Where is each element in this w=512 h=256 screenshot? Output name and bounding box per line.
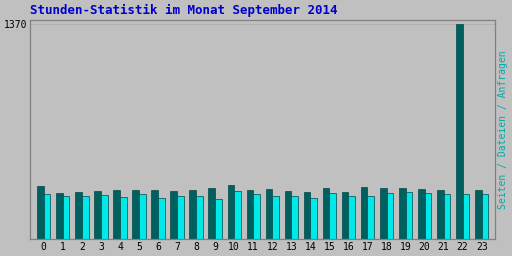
Bar [342, 192, 349, 239]
Bar [463, 194, 470, 239]
Bar [132, 190, 139, 239]
Bar [101, 195, 108, 239]
Bar [44, 194, 51, 239]
Bar [75, 192, 82, 239]
Bar [82, 196, 89, 239]
Bar [120, 197, 126, 239]
Bar [285, 190, 291, 239]
Bar [329, 193, 336, 239]
Bar [304, 192, 310, 239]
Bar [266, 189, 272, 239]
Bar [418, 189, 424, 239]
Bar [424, 193, 431, 239]
Bar [63, 196, 70, 239]
Bar [368, 196, 374, 239]
Bar [310, 198, 317, 239]
Bar [208, 188, 215, 239]
Bar [253, 194, 260, 239]
Bar [443, 194, 451, 239]
Bar [349, 196, 355, 239]
Bar [387, 193, 393, 239]
Bar [406, 193, 412, 239]
Bar [37, 186, 44, 239]
Bar [437, 190, 443, 239]
Bar [215, 199, 222, 239]
Bar [139, 194, 145, 239]
Bar [234, 191, 241, 239]
Bar [361, 187, 368, 239]
Bar [482, 194, 488, 239]
Bar [323, 188, 329, 239]
Bar [475, 189, 482, 239]
Bar [227, 186, 234, 239]
Bar [56, 193, 63, 239]
Bar [456, 25, 463, 239]
Bar [291, 196, 298, 239]
Bar [189, 190, 196, 239]
Bar [113, 190, 120, 239]
Text: Stunden-Statistik im Monat September 2014: Stunden-Statistik im Monat September 201… [30, 4, 338, 17]
Bar [94, 191, 101, 239]
Bar [158, 198, 165, 239]
Bar [380, 188, 387, 239]
Bar [399, 188, 406, 239]
Bar [272, 196, 279, 239]
Y-axis label: Seiten / Dateien / Anfragen: Seiten / Dateien / Anfragen [498, 50, 508, 209]
Bar [152, 190, 158, 239]
Bar [196, 196, 203, 239]
Bar [247, 190, 253, 239]
Bar [170, 191, 177, 239]
Bar [177, 196, 184, 239]
